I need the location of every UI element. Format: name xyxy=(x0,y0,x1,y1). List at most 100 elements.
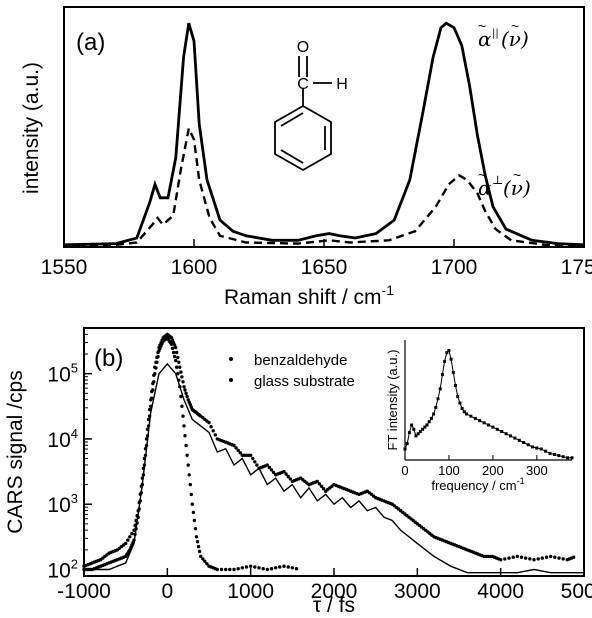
inset-point xyxy=(410,423,414,427)
alpha-parallel-tilde: ~ xyxy=(478,18,486,34)
glass-substrate-point xyxy=(196,544,201,549)
panel-b-x-tick-label: 4000 xyxy=(477,580,524,603)
alpha-parallel-symbol: α xyxy=(478,27,492,51)
inset-point xyxy=(495,427,499,431)
panel-a-xlabel: Raman shift / cm-1 xyxy=(224,282,394,309)
panel-a-x-tick-label: 1600 xyxy=(171,256,218,279)
glass-substrate-point xyxy=(183,434,187,438)
inset-point xyxy=(447,349,451,352)
inset-point xyxy=(535,446,539,450)
legend-label-benzaldehyde: benzaldehyde xyxy=(254,352,347,369)
benzaldehyde-point xyxy=(124,541,128,546)
inset-point xyxy=(405,442,409,446)
legend-marker-glass xyxy=(229,378,233,382)
inset-point xyxy=(465,412,468,416)
inset-point xyxy=(491,425,495,429)
glass-substrate-point xyxy=(151,388,155,392)
glass-substrate-point xyxy=(179,394,183,399)
inset-point xyxy=(561,455,565,459)
glass-substrate-point xyxy=(176,372,180,376)
glass-substrate-point xyxy=(175,365,179,369)
panel-b-y-tick-label: 105 xyxy=(47,361,78,387)
glass-substrate-point xyxy=(174,358,178,363)
legend-label-glass: glass substrate xyxy=(254,373,355,390)
panel-b-x-tick-label: 3000 xyxy=(394,580,441,603)
glass-substrate-point xyxy=(172,354,177,359)
glass-substrate-point xyxy=(150,396,154,400)
benzaldehyde-point xyxy=(286,474,290,479)
alpha-perp-arg: (ν) xyxy=(503,176,531,200)
inset-point xyxy=(432,412,436,416)
inset-point xyxy=(436,397,440,401)
benzaldehyde-point xyxy=(511,555,515,559)
benzaldehyde-point xyxy=(234,446,238,450)
inset-point xyxy=(539,447,543,451)
glass-substrate-point xyxy=(261,567,265,571)
benzaldehyde-point xyxy=(503,557,507,561)
inset-point xyxy=(460,407,464,410)
ring-double-bond-1 xyxy=(280,112,304,127)
glass-substrate-point xyxy=(185,453,189,457)
benzaldehyde-point xyxy=(282,469,286,474)
inset-xlabel: frequency / cm-1 xyxy=(431,476,524,493)
panel-a-xlabel-main: Raman shift / cm xyxy=(224,286,382,309)
benzaldehyde-point xyxy=(207,420,211,425)
inset-ylabel: FT intensity (a.u.) xyxy=(385,350,400,451)
panel-a-x-ticks: 1550 1600 1650 1700 1750 xyxy=(41,239,592,279)
panel-b-legend: benzaldehyde glass substrate xyxy=(229,352,355,390)
glass-substrate-point xyxy=(153,372,157,376)
panel-b-x-tick-label: 0 xyxy=(161,580,173,603)
benzaldehyde-point xyxy=(284,472,288,476)
benzaldehyde-point xyxy=(317,482,322,486)
benzaldehyde-point xyxy=(211,429,215,433)
inset-xlabel-sup: -1 xyxy=(517,476,525,486)
glass-substrate-point xyxy=(180,404,184,408)
inset-point xyxy=(530,445,534,449)
benzene-ring xyxy=(274,104,332,172)
glass-substrate-point xyxy=(184,443,188,448)
benzaldehyde-point xyxy=(515,554,519,559)
glass-substrate-point xyxy=(278,565,282,569)
inset-series xyxy=(403,349,574,460)
glass-substrate-point xyxy=(195,540,200,544)
molecule-carbon: C xyxy=(297,76,309,93)
inset-point xyxy=(487,423,490,427)
inset-point xyxy=(423,425,427,429)
panel-a-x-tick-label: 1700 xyxy=(431,256,478,279)
inset-point xyxy=(557,454,561,458)
benzaldehyde-point xyxy=(557,556,561,560)
inset-point xyxy=(421,427,425,431)
alpha-parallel-label: α ~ || (ν) ~ xyxy=(478,18,529,51)
glass-substrate-point xyxy=(203,559,207,563)
panel-a-letter: (a) xyxy=(76,29,105,56)
glass-substrate-point xyxy=(274,566,278,570)
panel-a-x-tick-label: 1650 xyxy=(301,256,348,279)
glass-substrate-point xyxy=(201,557,205,561)
glass-substrate-point xyxy=(269,567,274,571)
inset-point xyxy=(445,351,449,355)
glass-substrate-point xyxy=(249,564,253,568)
glass-substrate-point xyxy=(286,565,290,569)
inset-point xyxy=(513,436,517,440)
inset-point xyxy=(449,357,453,361)
benzaldehyde-point xyxy=(176,355,180,360)
benzaldehyde-point xyxy=(213,433,217,437)
nu-parallel-tilde: ~ xyxy=(511,18,519,34)
benzaldehyde-point xyxy=(185,394,189,399)
benzaldehyde-point xyxy=(174,345,178,350)
glass-substrate-point xyxy=(197,549,202,554)
benzaldehyde-point xyxy=(267,465,272,470)
panel-b-x-tick-label: 1000 xyxy=(227,580,274,603)
inset-point xyxy=(469,414,473,418)
benzaldehyde-point xyxy=(177,360,181,364)
benzaldehyde-point xyxy=(130,531,134,536)
glass-substrate-point xyxy=(257,566,261,570)
inset-point xyxy=(403,447,407,451)
glass-substrate-point xyxy=(170,346,175,351)
benzaldehyde-point xyxy=(271,470,276,475)
inset-xlabel-main: frequency / cm xyxy=(431,478,516,493)
inset-ticks: 0 100 200 300 xyxy=(401,455,548,478)
glass-substrate-point xyxy=(193,527,198,531)
benzaldehyde-point xyxy=(319,484,324,488)
glass-substrate-point xyxy=(182,424,186,428)
